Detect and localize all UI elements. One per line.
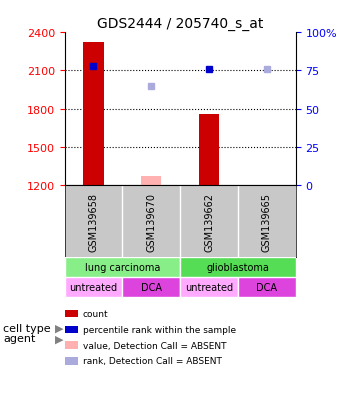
Text: untreated: untreated	[185, 282, 233, 292]
Text: agent: agent	[3, 334, 36, 344]
Text: DCA: DCA	[141, 282, 162, 292]
Text: glioblastoma: glioblastoma	[207, 262, 269, 272]
Text: cell type: cell type	[3, 323, 51, 333]
Text: ▶: ▶	[55, 334, 64, 344]
Bar	[122, 277, 180, 297]
Bar	[65, 257, 180, 277]
Text: percentile rank within the sample: percentile rank within the sample	[83, 325, 236, 334]
Text: count: count	[83, 309, 108, 318]
Text: GSM139662: GSM139662	[204, 192, 214, 251]
Bar	[180, 257, 296, 277]
Bar	[238, 277, 296, 297]
Text: GSM139670: GSM139670	[146, 192, 156, 251]
Text: rank, Detection Call = ABSENT: rank, Detection Call = ABSENT	[83, 356, 221, 366]
Bar	[83, 43, 104, 186]
Text: lung carcinoma: lung carcinoma	[85, 262, 160, 272]
Text: value, Detection Call = ABSENT: value, Detection Call = ABSENT	[83, 341, 226, 350]
Text: DCA: DCA	[256, 282, 277, 292]
Text: GSM139665: GSM139665	[262, 192, 272, 251]
Bar	[180, 277, 238, 297]
Text: GSM139658: GSM139658	[88, 192, 99, 251]
Text: untreated: untreated	[69, 282, 118, 292]
Text: ▶: ▶	[55, 323, 64, 333]
Bar	[199, 114, 219, 186]
Bar	[65, 277, 122, 297]
Bar	[141, 177, 162, 186]
Title: GDS2444 / 205740_s_at: GDS2444 / 205740_s_at	[97, 17, 264, 31]
